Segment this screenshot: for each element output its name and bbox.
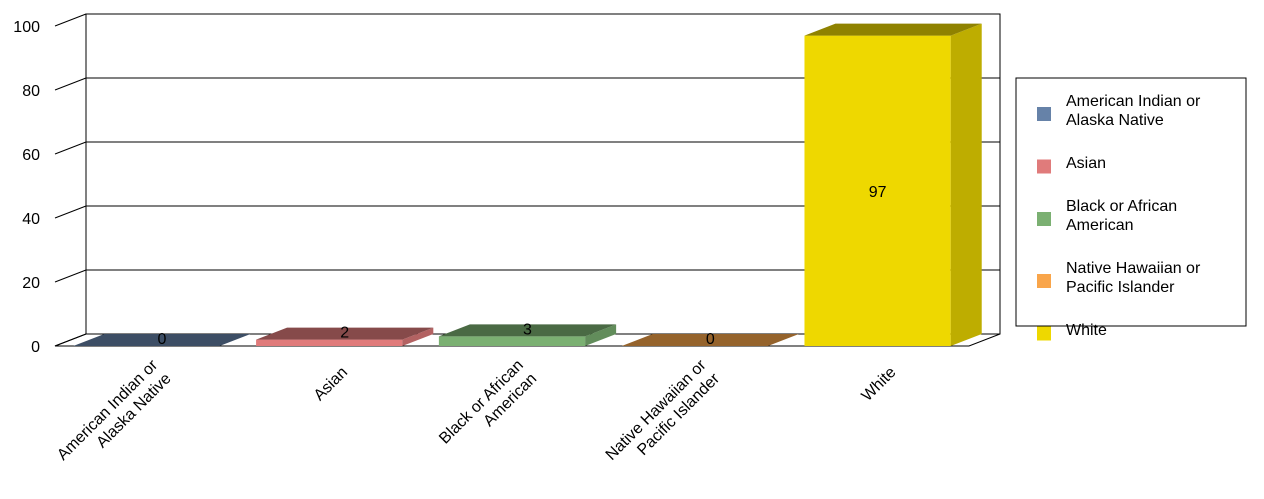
y-tick-label: 60 (22, 147, 40, 164)
tick-mark (54, 13, 87, 27)
legend-box (1015, 77, 1247, 327)
value-label: 3 (523, 321, 532, 338)
value-label: 2 (340, 325, 349, 342)
bar (438, 324, 617, 346)
x-tick-label: American Indian orAlaska Native (54, 356, 175, 477)
tick-mark (54, 141, 87, 155)
bar-top (804, 23, 982, 36)
tick-mark (54, 77, 87, 91)
legend-line: American Indian or (1066, 93, 1201, 110)
tick-mark (54, 269, 87, 283)
legend-line: Asian (1066, 155, 1106, 172)
x-tick-line: Asian (311, 364, 351, 404)
legend-swatch (1037, 326, 1051, 341)
bar-side (402, 327, 434, 346)
legend-swatch (1037, 274, 1051, 288)
y-tick-label: 100 (13, 19, 40, 36)
bar-front (438, 336, 586, 346)
x-tick-label: White (859, 364, 900, 405)
legend-label: Black or African American (1066, 198, 1177, 234)
legend-swatch (1037, 212, 1051, 226)
x-tick-label: Black or AfricanAmerican (436, 357, 540, 461)
bar-top (621, 334, 799, 346)
bar-top (256, 327, 434, 340)
y-tick-label: 80 (22, 83, 40, 100)
legend-label: American Indian or Alaska Native (1066, 93, 1201, 129)
x-tick-label: Asian (311, 364, 351, 404)
legend-line: Native Hawaiian or (1066, 260, 1201, 277)
legend-swatch (1037, 159, 1051, 174)
tick-mark (54, 205, 87, 219)
legend-label: Native Hawaiian or Pacific Islander (1066, 260, 1201, 296)
legend-line: Pacific Islander (1066, 279, 1175, 296)
bar-front (256, 339, 403, 346)
bar (256, 327, 434, 346)
bar-top (438, 324, 617, 337)
x-tick-line: White (859, 364, 900, 405)
value-label: 0 (706, 331, 715, 348)
bar-side (950, 23, 982, 346)
bar-front (804, 35, 951, 346)
x-tick-label: Native Hawaiian orPacific Islander (603, 356, 724, 477)
y-tick-label: 0 (31, 339, 40, 356)
value-label: 0 (157, 331, 166, 348)
bar-top (73, 334, 251, 346)
tick-mark (54, 333, 87, 347)
bar (804, 23, 982, 346)
y-tick-label: 20 (22, 275, 40, 292)
bar (73, 334, 251, 346)
bar (621, 334, 799, 346)
legend-line: American (1066, 217, 1134, 234)
legend-line: White (1066, 322, 1107, 339)
bar-side (585, 324, 617, 346)
value-label: 97 (869, 184, 887, 201)
legend-swatch (1037, 107, 1051, 121)
legend-line: Alaska Native (1066, 112, 1164, 129)
legend-label: White (1066, 322, 1107, 339)
legend-line: Black or African (1066, 198, 1177, 215)
y-tick-label: 40 (22, 211, 40, 228)
legend-label: Asian (1066, 155, 1106, 172)
